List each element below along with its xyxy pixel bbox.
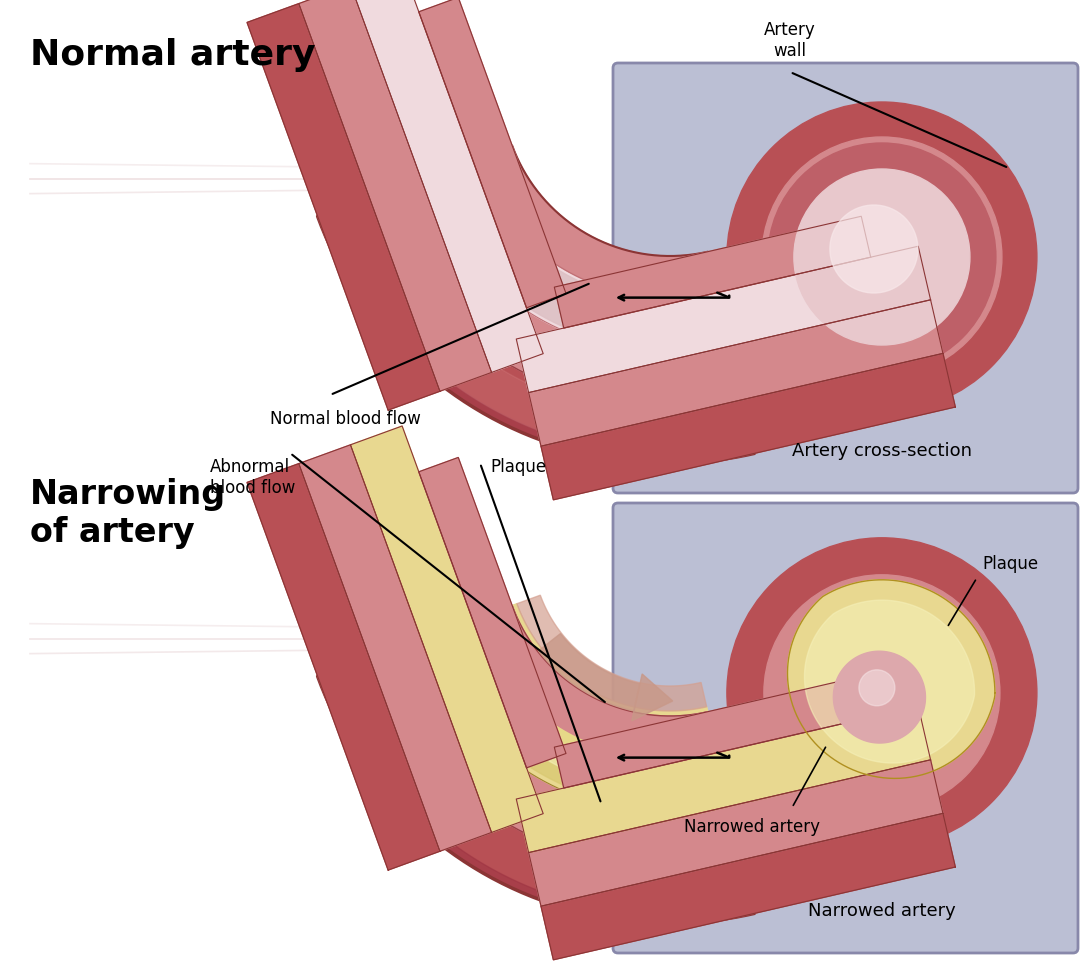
Polygon shape xyxy=(434,621,692,808)
Polygon shape xyxy=(834,651,925,743)
FancyBboxPatch shape xyxy=(613,63,1078,493)
Polygon shape xyxy=(317,657,754,923)
Polygon shape xyxy=(370,639,742,868)
Polygon shape xyxy=(462,648,664,793)
Text: Normal artery: Normal artery xyxy=(31,38,315,72)
Circle shape xyxy=(859,670,895,706)
Polygon shape xyxy=(247,464,440,870)
Text: Narrowing
of artery: Narrowing of artery xyxy=(31,478,226,549)
Polygon shape xyxy=(485,673,645,781)
Polygon shape xyxy=(529,300,943,446)
Text: Plaque: Plaque xyxy=(490,458,546,476)
Circle shape xyxy=(762,137,1002,377)
Polygon shape xyxy=(517,246,931,393)
Polygon shape xyxy=(632,674,673,721)
Polygon shape xyxy=(473,145,717,298)
Polygon shape xyxy=(517,595,706,711)
FancyBboxPatch shape xyxy=(613,503,1078,953)
Circle shape xyxy=(764,575,1000,811)
Polygon shape xyxy=(538,634,640,711)
Polygon shape xyxy=(541,813,955,960)
Polygon shape xyxy=(456,210,627,344)
Polygon shape xyxy=(247,4,440,410)
Polygon shape xyxy=(473,605,717,758)
Text: Normal blood flow: Normal blood flow xyxy=(270,410,421,428)
Polygon shape xyxy=(421,604,729,813)
Polygon shape xyxy=(370,179,742,408)
Polygon shape xyxy=(351,0,543,373)
Polygon shape xyxy=(804,600,974,763)
Polygon shape xyxy=(555,216,871,328)
Polygon shape xyxy=(299,0,492,391)
Polygon shape xyxy=(529,760,943,906)
Text: Narrowed artery: Narrowed artery xyxy=(683,818,820,835)
Polygon shape xyxy=(419,458,566,768)
Circle shape xyxy=(794,169,970,345)
Polygon shape xyxy=(299,445,492,851)
Circle shape xyxy=(727,102,1037,412)
Circle shape xyxy=(829,205,918,293)
Polygon shape xyxy=(787,580,995,778)
Text: Plaque: Plaque xyxy=(982,555,1038,573)
Circle shape xyxy=(727,538,1037,848)
Text: Abnormal
blood flow: Abnormal blood flow xyxy=(210,458,295,497)
Circle shape xyxy=(767,143,996,371)
Text: Narrowed artery: Narrowed artery xyxy=(808,902,956,920)
Polygon shape xyxy=(613,280,682,362)
Polygon shape xyxy=(555,677,871,788)
Polygon shape xyxy=(317,674,754,923)
Polygon shape xyxy=(421,160,729,353)
Polygon shape xyxy=(317,197,754,463)
Polygon shape xyxy=(541,353,955,499)
Text: Artery
wall: Artery wall xyxy=(764,21,816,60)
Polygon shape xyxy=(517,707,931,853)
Polygon shape xyxy=(351,426,543,832)
Text: Artery cross-section: Artery cross-section xyxy=(792,442,972,460)
Polygon shape xyxy=(332,216,734,455)
Polygon shape xyxy=(419,0,566,308)
Polygon shape xyxy=(317,214,754,463)
